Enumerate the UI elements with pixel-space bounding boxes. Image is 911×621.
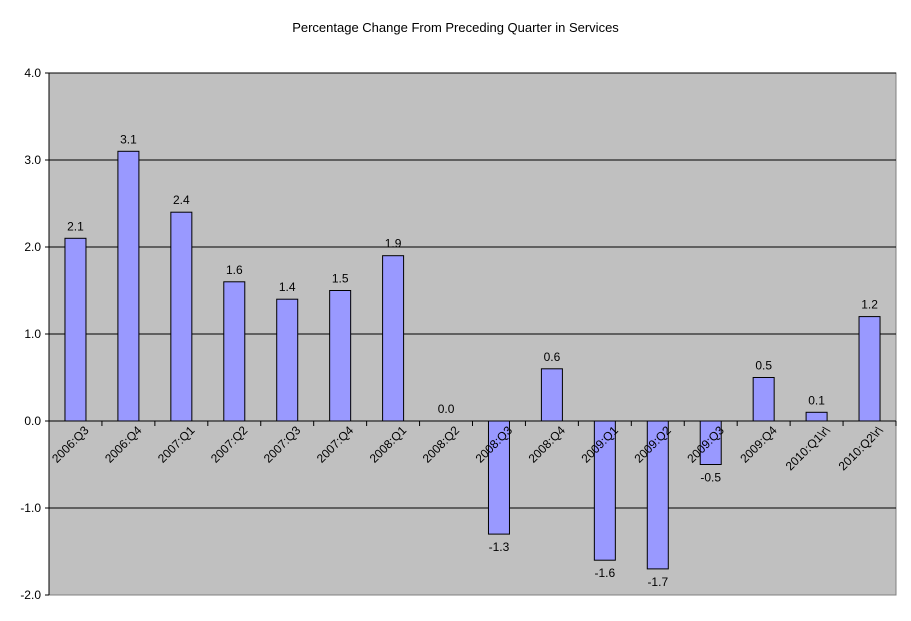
y-tick-label: 1.0 <box>24 327 41 341</box>
data-label: 0.1 <box>808 393 825 407</box>
data-label: 1.9 <box>385 237 402 251</box>
data-label: 0.6 <box>544 350 561 364</box>
bar <box>117 150 140 422</box>
y-tick-label: -2.0 <box>20 588 41 602</box>
y-tick-label: -1.0 <box>20 501 41 515</box>
y-tick-label: 3.0 <box>24 153 41 167</box>
data-label: 1.4 <box>279 280 296 294</box>
data-label: 2.1 <box>67 219 84 233</box>
bar <box>170 211 193 422</box>
data-label: 0.0 <box>438 402 455 416</box>
bar <box>805 411 828 422</box>
bar <box>858 316 881 422</box>
bar <box>752 377 775 422</box>
data-label: 3.1 <box>120 132 137 146</box>
data-label: 1.5 <box>332 272 349 286</box>
chart-title: Percentage Change From Preceding Quarter… <box>292 20 619 35</box>
data-label: -1.7 <box>647 575 668 589</box>
y-tick-label: 0.0 <box>24 414 41 428</box>
bar <box>382 255 405 422</box>
y-tick-label: 4.0 <box>24 66 41 80</box>
y-tick-label: 2.0 <box>24 240 41 254</box>
data-label: -1.6 <box>595 566 616 580</box>
bar <box>276 298 299 422</box>
data-label: -1.3 <box>489 540 510 554</box>
data-label: 2.4 <box>173 193 190 207</box>
data-label: 1.6 <box>226 263 243 277</box>
bar <box>540 368 563 422</box>
bar <box>64 237 87 422</box>
bar <box>329 290 352 422</box>
bar <box>223 281 246 422</box>
data-label: -0.5 <box>700 471 721 485</box>
data-label: 1.2 <box>861 298 878 312</box>
data-label: 0.5 <box>755 359 772 373</box>
